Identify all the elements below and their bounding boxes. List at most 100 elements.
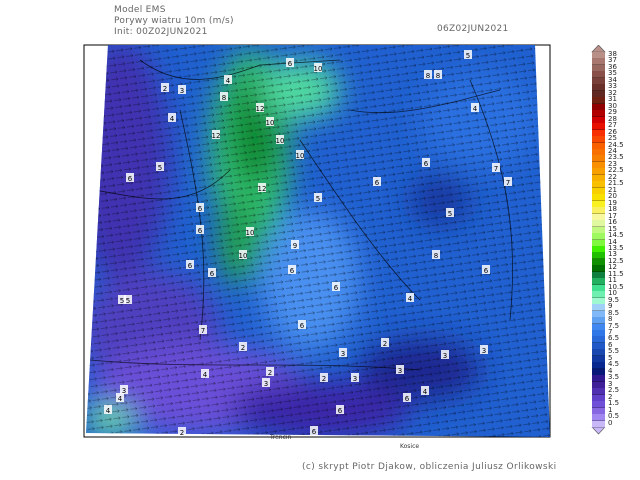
value-label: 6 [405,395,410,403]
value-label-bg [161,83,169,92]
colorbar-label: 12 [608,263,617,272]
value-label: 4 [118,395,123,403]
value-label: 5 [448,210,452,218]
value-label-bg [124,295,132,304]
colorbar-label: 15 [608,224,617,233]
value-label: 6 [198,227,203,235]
value-label-bg [276,135,284,144]
colorbar-label: 4 [608,366,613,375]
value-label-bg [291,240,299,249]
colorbar-label: 25 [608,134,617,143]
colorbar-label: 32 [608,88,617,97]
value-label: 3 [443,352,447,360]
value-label: 2 [383,340,387,348]
value-label: 3 [398,367,402,375]
colorbar-label: 2 [608,392,613,401]
value-label-bg [504,177,512,186]
colorbar-label: 22.5 [608,166,624,175]
value-label-bg [471,103,479,112]
value-label: 6 [338,407,343,415]
value-label: 6 [128,175,133,183]
credits: (c) skrypt Piotr Djakow, obliczenia Juli… [302,462,557,472]
value-label-bg [332,282,340,291]
value-label-bg [262,378,270,387]
value-label: 4 [423,388,428,396]
colorbar-label: 8 [608,315,613,324]
value-label-bg [482,265,490,274]
value-label-bg [421,386,429,395]
value-label-bg [116,393,124,402]
value-label-bg [256,103,264,112]
value-label: 12 [258,185,267,193]
value-label: 2 [322,375,326,383]
value-label-bg [373,177,381,186]
colorbar-label: 9 [608,302,613,311]
value-label-bg [246,227,254,236]
colorbar-label: 29 [608,108,617,117]
colorbar-label: 10.5 [608,282,624,291]
colorbar-label: 37 [608,56,617,65]
value-label: 4 [473,105,478,113]
value-label: 4 [170,115,175,123]
value-label: 8 [436,72,440,80]
value-label-bg [196,225,204,234]
value-label-bg [406,293,414,302]
colorbar-label: 7.5 [608,321,620,330]
colorbar-label: 23.5 [608,153,624,162]
value-label: 6 [334,284,339,292]
wind-gust-map: 82 34654848121012101010109121067765656568… [83,44,551,438]
colorbar-label: 35 [608,69,617,78]
colorbar-label: 6 [608,340,613,349]
value-label: 10 [266,119,275,127]
value-label: 10 [276,137,285,145]
value-label: 2 [180,429,184,437]
init-time: Init: 00Z02JUN2021 [114,27,208,37]
colorbar-label: 22 [608,172,617,181]
value-label: 6 [300,322,305,330]
colorbar-bottom-arrow [591,427,606,435]
value-label: 2 [268,369,272,377]
value-label: 4 [106,407,111,415]
value-label-bg [156,162,164,171]
value-label-bg [104,405,112,414]
value-label-bg [298,320,306,329]
value-label-bg [208,268,216,277]
valid-time: 06Z02JUN2021 [437,24,509,34]
colorbar-cell [592,420,605,428]
value-label: 4 [203,371,208,379]
value-label: 5 [466,52,470,60]
value-label-bg [201,369,209,378]
city-trencin: Trencin [270,434,292,441]
value-label-bg [351,373,359,382]
colorbar-label: 0.5 [608,412,620,421]
value-label: 5 [126,297,130,305]
value-label: 6 [290,267,295,275]
value-label-bg [212,130,220,139]
value-label-bg [339,348,347,357]
value-label-bg [492,163,500,172]
city-kosice: Kosice [400,443,420,450]
colorbar-label: 16 [608,218,617,227]
colorbar-label: 31 [608,95,617,104]
value-label: 10 [246,229,255,237]
value-label-bg [266,117,274,126]
value-label-bg [464,50,472,59]
value-label: 6 [288,60,293,68]
colorbar-label: 21 [608,185,617,194]
colorbar-label: 24 [608,146,617,155]
colorbar-label: 17 [608,211,617,220]
color-legend: 38 37 36 35 34 33 32 31 30 29 28 27 26 25 24.5 24 23.5 23… [590,45,640,435]
value-label-bg [196,203,204,212]
value-label: 5 [158,164,162,172]
value-label-bg [120,385,128,394]
colorbar-label: 18 [608,205,617,214]
value-label: 8 [434,252,438,260]
value-label: 7 [506,179,510,187]
colorbar-label: 26 [608,127,617,136]
value-label-bg [403,393,411,402]
value-label-bg [296,150,304,159]
colorbar-label: 14.5 [608,231,624,240]
colorbar-label: 5.5 [608,347,620,356]
colorbar-label: 3 [608,379,613,388]
colorbar-label: 4.5 [608,360,620,369]
